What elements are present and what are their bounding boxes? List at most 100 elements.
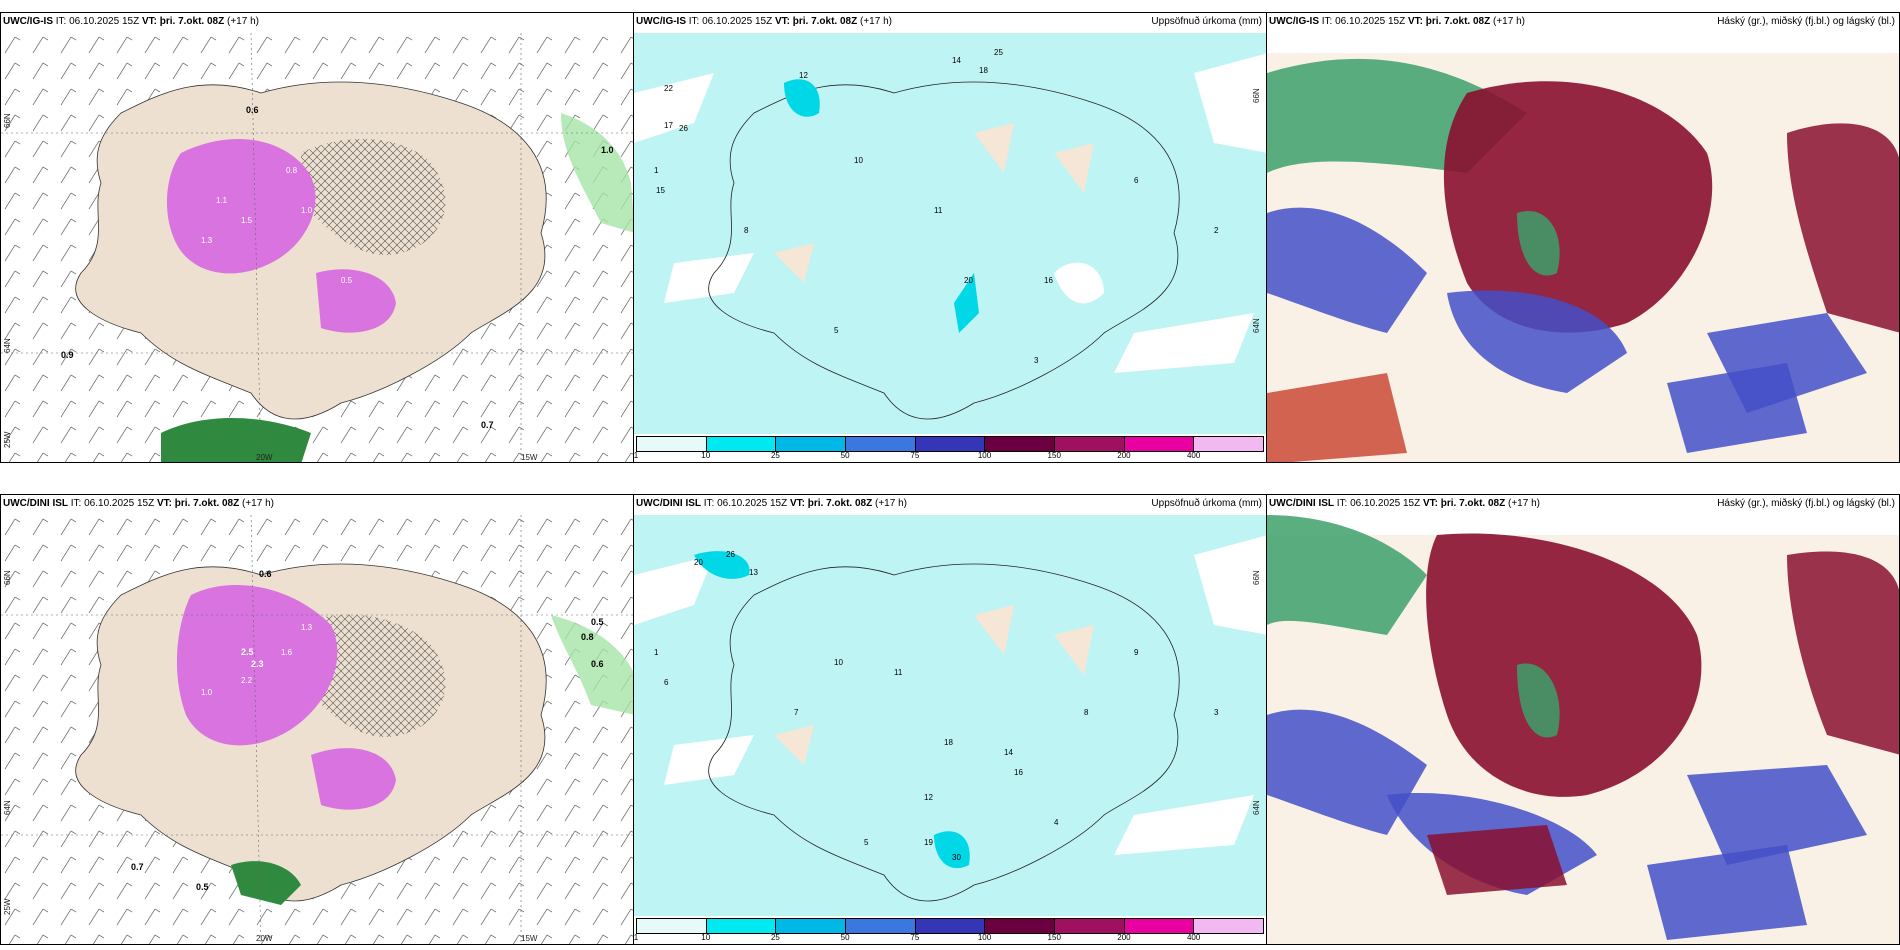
colorbar-tick: 50 — [840, 933, 850, 942]
accum-value: 12 — [799, 71, 808, 80]
precip-value: 1.6 — [281, 648, 293, 657]
precip-value: 1.0 — [301, 206, 313, 215]
accum-value: 9 — [1134, 648, 1139, 657]
colorbar-swatch — [706, 919, 777, 933]
lead-time: (+17 h) — [227, 16, 259, 27]
accum-value: 2 — [1214, 226, 1219, 235]
init-time: IT: 06.10.2025 15Z — [1336, 498, 1421, 509]
colorbar-swatch — [637, 919, 707, 933]
colorbar-tick: 75 — [910, 451, 920, 460]
panel-bottom-left-precip-wind: UWC/DINI ISL IT: 06.10.2025 15Z VT: þri.… — [0, 494, 634, 945]
lon-label: 25W — [3, 898, 12, 915]
lon-label: 20W — [256, 934, 273, 943]
lon-label: 15W — [521, 934, 538, 943]
colorbar: 1 10 25 50 75 100 150 200 400 — [634, 916, 1266, 944]
lat-label: 64N — [3, 800, 12, 815]
colorbar-tick: 75 — [910, 933, 920, 942]
precip-value: 0.5 — [591, 617, 604, 627]
colorbar-swatch — [776, 919, 847, 933]
accum-value: 20 — [964, 276, 973, 285]
lead-time: (+17 h) — [1493, 16, 1525, 27]
precip-value: 1.1 — [216, 196, 228, 205]
precip-value: 1.5 — [241, 216, 253, 225]
panel-top-mid-accum: UWC/IG-IS IT: 06.10.2025 15Z VT: þri. 7.… — [633, 12, 1267, 463]
panel-header: UWC/DINI ISL IT: 06.10.2025 15Z VT: þri.… — [3, 498, 274, 509]
accum-value: 10 — [834, 658, 843, 667]
lat-label: 66N — [1252, 88, 1261, 103]
precip-value: 0.7 — [481, 420, 494, 430]
panel-bottom-right-clouds: UWC/DINI ISL IT: 06.10.2025 15Z VT: þri.… — [1266, 494, 1900, 945]
precip-value: 1.3 — [201, 236, 213, 245]
lat-label: 66N — [1252, 570, 1261, 585]
map-cloud-cover — [1267, 33, 1899, 462]
accum-value: 3 — [1034, 356, 1039, 365]
lat-label: 64N — [3, 338, 12, 353]
iceland-coastline — [708, 81, 1180, 420]
accum-value: 16 — [1044, 276, 1053, 285]
colorbar-swatch — [1124, 919, 1195, 933]
map-accumulated-precip: 26 20 13 18 16 12 19 10 11 14 9 8 7 6 5 … — [634, 515, 1266, 918]
colorbar-tick: 200 — [1117, 933, 1131, 942]
init-time: IT: 06.10.2025 15Z — [70, 498, 155, 509]
colorbar-tick: 50 — [840, 451, 850, 460]
colorbar-tick: 25 — [770, 451, 780, 460]
panel-title: Háský (gr.), miðský (fj.bl.) og lágský (… — [1717, 16, 1895, 27]
accum-value: 11 — [894, 668, 903, 677]
valid-time: VT: þri. 7.okt. 08Z — [1407, 16, 1491, 27]
colorbar-swatch — [706, 437, 777, 451]
colorbar-swatch — [985, 437, 1056, 451]
model-name: UWC/DINI ISL — [636, 498, 701, 509]
colorbar-tick: 400 — [1186, 451, 1201, 460]
lat-label: 64N — [1252, 318, 1261, 333]
accum-value: 18 — [944, 738, 953, 747]
precip-value: 0.8 — [286, 166, 298, 175]
accum-value: 1 — [654, 166, 659, 175]
colorbar-tick: 10 — [701, 933, 711, 942]
lat-label: 64N — [1252, 800, 1261, 815]
lon-label: 15W — [521, 453, 538, 462]
colorbar-swatch — [637, 437, 707, 451]
lead-time: (+17 h) — [242, 498, 274, 509]
colorbar-swatch — [915, 437, 986, 451]
panel-bottom-mid-accum: UWC/DINI ISL IT: 06.10.2025 15Z VT: þri.… — [633, 494, 1267, 945]
lat-label: 66N — [3, 570, 12, 585]
iceland-coastline — [708, 563, 1180, 902]
accum-value: 20 — [694, 558, 703, 567]
precip-value: 0.5 — [196, 882, 209, 892]
panel-header: UWC/IG-IS IT: 06.10.2025 15Z VT: þri. 7.… — [1269, 16, 1525, 27]
model-name: UWC/DINI ISL — [3, 498, 68, 509]
accum-value: 22 — [664, 84, 673, 93]
lon-label: 25W — [3, 431, 12, 448]
precip-value: 0.6 — [246, 105, 259, 115]
precip-value: 0.7 — [131, 862, 144, 872]
colorbar-swatch — [1194, 919, 1264, 933]
panel-title: Uppsöfnuð úrkoma (mm) — [1151, 16, 1262, 27]
precip-value: 0.6 — [591, 659, 604, 669]
panel-header: UWC/DINI ISL IT: 06.10.2025 15Z VT: þri.… — [636, 498, 907, 509]
colorbar-swatch — [846, 437, 916, 451]
panel-header: UWC/IG-IS IT: 06.10.2025 15Z VT: þri. 7.… — [3, 16, 259, 27]
precip-area — [166, 139, 316, 274]
accum-value: 14 — [1004, 748, 1013, 757]
panel-top-left-precip-wind: UWC/IG-IS IT: 06.10.2025 15Z VT: þri. 7.… — [0, 12, 634, 463]
colorbar-tick: 1 — [633, 933, 639, 942]
valid-time: VT: þri. 7.okt. 08Z — [141, 16, 225, 27]
precip-value: 0.8 — [581, 632, 594, 642]
colorbar-swatch — [1124, 437, 1195, 451]
precip-value: 2.5 — [241, 647, 254, 657]
colorbar-tick: 1 — [633, 451, 639, 460]
map-precip-wind: 0.6 1.0 0.9 0.7 0.5 1.5 1.1 1.3 1.0 0.8 — [1, 33, 633, 462]
colorbar-swatch — [915, 919, 986, 933]
panel-header: UWC/DINI ISL IT: 06.10.2025 15Z VT: þri.… — [1269, 498, 1540, 509]
model-name: UWC/IG-IS — [636, 16, 686, 27]
accum-value: 7 — [794, 708, 799, 717]
precip-value: 2.3 — [251, 659, 264, 669]
lead-time: (+17 h) — [875, 498, 907, 509]
colorbar-swatch — [776, 437, 847, 451]
valid-time: VT: þri. 7.okt. 08Z — [156, 498, 240, 509]
precip-area — [176, 585, 338, 746]
precip-value: 0.5 — [341, 276, 353, 285]
accum-value: 16 — [1014, 768, 1023, 777]
precip-value: 2.2 — [241, 676, 253, 685]
init-time: IT: 06.10.2025 15Z — [703, 498, 788, 509]
